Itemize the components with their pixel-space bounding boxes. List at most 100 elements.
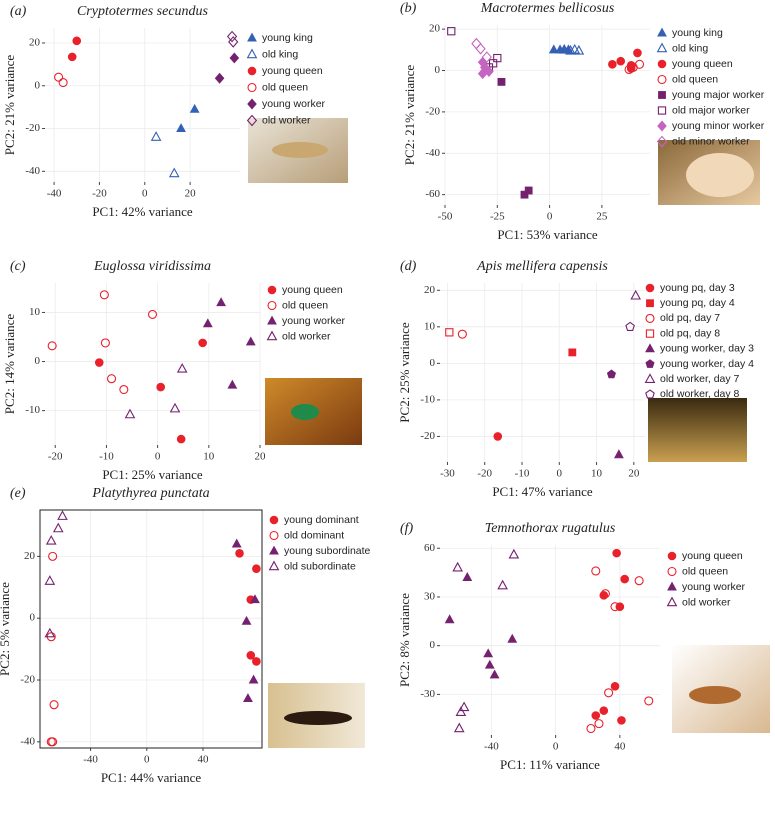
- point: [565, 44, 576, 55]
- point: [508, 548, 520, 559]
- legend-marker: [247, 66, 257, 76]
- legend-label: young queen: [672, 58, 733, 70]
- point: [147, 309, 158, 319]
- y-tick-label: 0: [30, 612, 36, 624]
- legend-marker: [645, 343, 655, 353]
- point: [462, 572, 473, 581]
- y-tick-label: -20: [420, 430, 435, 442]
- y-axis-label: PC2: 5% variance: [0, 582, 12, 676]
- point: [471, 37, 482, 50]
- legend-label: young subordinate: [284, 545, 371, 557]
- legend-label: old subordinate: [284, 560, 356, 572]
- point: [610, 602, 620, 612]
- chart-title: Platythyrea punctata: [91, 486, 209, 501]
- point: [600, 589, 610, 599]
- x-tick-label: -10: [515, 468, 530, 480]
- point: [612, 548, 621, 558]
- point: [176, 362, 188, 373]
- point: [235, 548, 244, 558]
- panel: (b) Macrotermes bellicosus PC1: 53% varian…: [400, 1, 765, 242]
- point: [202, 318, 213, 328]
- legend-marker: [667, 581, 677, 591]
- legend-marker: [645, 359, 655, 368]
- legend-label: old worker: [682, 596, 731, 608]
- x-tick-label: 0: [144, 754, 150, 766]
- point: [594, 719, 604, 729]
- legend-marker: [267, 315, 277, 325]
- y-tick-label: 0: [435, 64, 441, 76]
- point: [644, 696, 654, 706]
- legend-label: young dominant: [284, 514, 359, 526]
- panel-label: (e): [10, 486, 26, 501]
- legend-marker: [646, 299, 654, 308]
- point: [615, 602, 625, 612]
- x-tick-label: 10: [591, 468, 603, 480]
- legend-marker: [656, 135, 668, 148]
- point: [48, 551, 58, 561]
- x-tick-label: 0: [155, 451, 161, 463]
- point: [634, 576, 644, 586]
- y-tick-label: -20: [425, 105, 440, 117]
- point: [72, 36, 82, 46]
- legend-label: young worker: [682, 581, 746, 593]
- y-tick-label: 20: [29, 37, 41, 49]
- panel: (f) Temnothorax rugatulus PC1: 11% varianc…: [397, 521, 746, 772]
- point: [47, 341, 57, 351]
- y-axis-label: PC2: 25% variance: [397, 322, 412, 423]
- legend-marker: [657, 120, 667, 132]
- point: [628, 62, 638, 72]
- panel: (e) Platythyrea punctata PC1: 44% variance…: [0, 486, 371, 785]
- legend-marker: [645, 329, 655, 338]
- point: [119, 384, 129, 395]
- point: [484, 659, 495, 669]
- x-tick-label: 20: [628, 468, 640, 480]
- chart-title: Temnothorax rugatulus: [485, 521, 616, 536]
- legend-label: young king: [262, 32, 313, 44]
- point: [520, 190, 529, 199]
- y-tick-label: 0: [430, 639, 436, 651]
- point: [45, 534, 57, 545]
- x-tick-label: 20: [185, 188, 197, 200]
- point: [216, 297, 227, 307]
- point: [633, 48, 642, 58]
- point: [176, 123, 186, 133]
- x-axis-label: PC1: 53% variance: [497, 227, 598, 242]
- legend-marker: [246, 114, 258, 127]
- y-axis-label: PC2: 21% variance: [402, 65, 417, 166]
- point: [616, 56, 626, 66]
- point: [489, 669, 500, 679]
- y-tick-label: 0: [35, 79, 41, 91]
- y-tick-label: -40: [425, 147, 440, 159]
- photo: [648, 398, 747, 462]
- point: [573, 44, 585, 55]
- y-tick-label: 60: [424, 542, 436, 554]
- y-axis-label: PC2: 14% variance: [2, 314, 17, 415]
- x-tick-label: -20: [477, 468, 492, 480]
- x-tick-label: -20: [48, 451, 63, 463]
- photo-insect: [686, 153, 754, 197]
- point: [481, 51, 492, 63]
- point: [245, 336, 256, 346]
- point: [599, 591, 609, 600]
- legend-label: young worker, day 4: [660, 358, 754, 370]
- point: [493, 53, 502, 63]
- plot-frame: [39, 509, 263, 749]
- y-tick-label: -20: [20, 674, 35, 686]
- y-tick-label: 10: [424, 320, 436, 332]
- legend-marker: [269, 545, 279, 555]
- point: [226, 30, 238, 43]
- photo-insect: [272, 142, 328, 158]
- legend-marker: [645, 313, 655, 323]
- x-tick-label: -50: [438, 211, 453, 223]
- legend-marker: [267, 285, 277, 295]
- y-tick-label: -20: [25, 122, 40, 134]
- legend-marker: [644, 373, 656, 383]
- point: [241, 615, 252, 625]
- x-tick-label: -40: [47, 188, 62, 200]
- point: [558, 43, 570, 54]
- y-tick-label: -40: [25, 165, 40, 177]
- point: [57, 510, 68, 520]
- point: [604, 688, 614, 698]
- point: [507, 633, 518, 643]
- legend-marker: [657, 106, 667, 115]
